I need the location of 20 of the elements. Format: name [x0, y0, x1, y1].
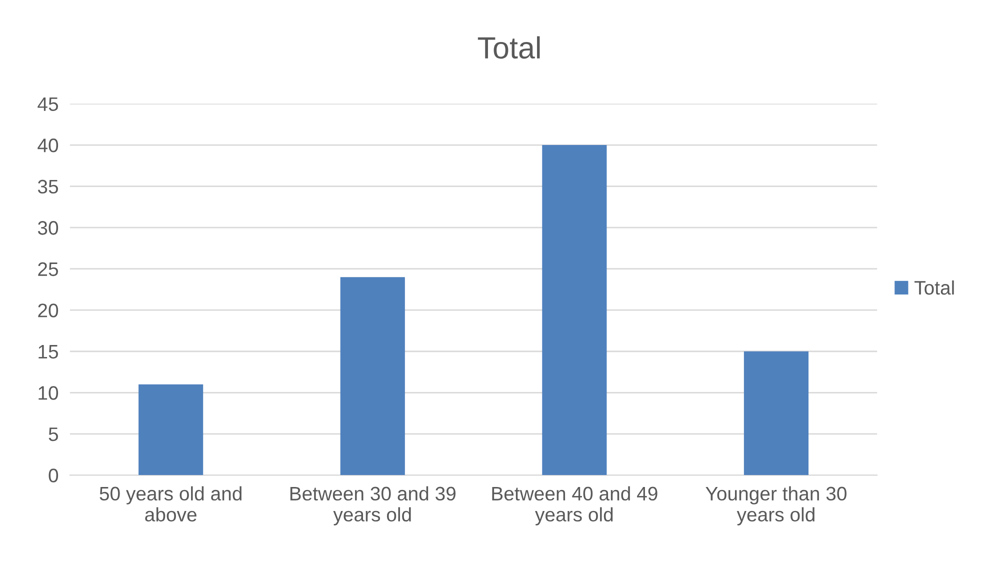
y-tick-label: 45 — [38, 97, 58, 112]
y-tick-label: 35 — [38, 180, 58, 194]
y-tick-label: 20 — [38, 304, 58, 318]
x-tick-label: Between 30 and 39 years old — [290, 486, 456, 526]
y-tick-label: 10 — [38, 386, 58, 400]
x-tick-label: Younger than 30 years old — [706, 486, 846, 526]
y-tick-label: 30 — [38, 221, 58, 235]
y-tick-label: 15 — [38, 345, 58, 359]
chart-title: Total — [478, 36, 540, 59]
y-tick-label: 40 — [38, 138, 58, 152]
x-tick-label: 50 years old and above — [100, 486, 242, 522]
y-tick-label: 5 — [48, 428, 58, 442]
x-tick-label: Between 40 and 49 years old — [492, 486, 658, 526]
legend-label: Total — [914, 280, 954, 295]
bar — [744, 351, 809, 476]
bar — [340, 277, 405, 476]
y-tick-label: 0 — [48, 468, 58, 482]
bar — [138, 384, 204, 476]
y-tick-label: 25 — [38, 262, 58, 276]
bar — [542, 145, 607, 476]
